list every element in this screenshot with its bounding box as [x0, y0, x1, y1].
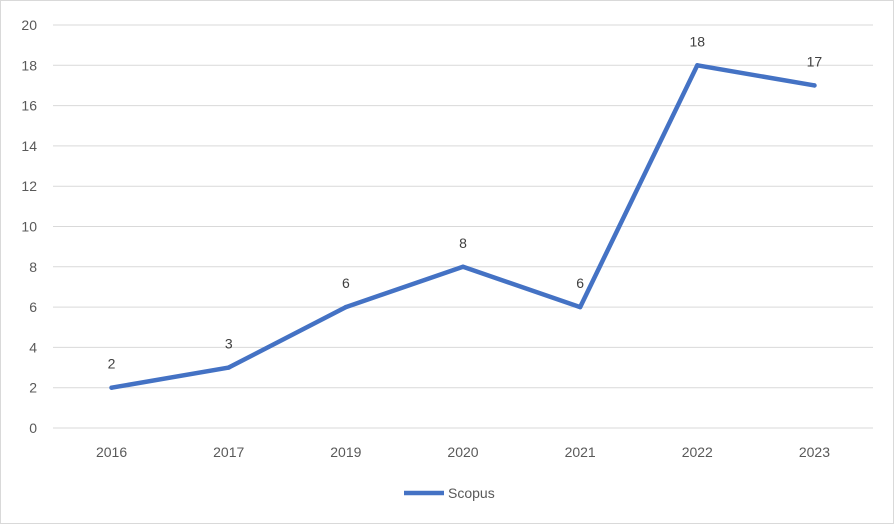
legend-label: Scopus — [448, 485, 495, 501]
y-axis-ticks: 0 2 4 6 8 10 12 14 16 18 20 — [21, 17, 37, 436]
y-tick-label: 16 — [21, 98, 37, 114]
y-tick-label: 14 — [21, 138, 37, 154]
y-tick-label: 2 — [29, 380, 37, 396]
data-label: 8 — [459, 235, 467, 251]
y-tick-label: 8 — [29, 259, 37, 275]
data-label: 2 — [108, 356, 116, 372]
gridlines — [53, 24, 873, 429]
data-label: 3 — [225, 336, 233, 352]
data-label: 18 — [689, 33, 705, 49]
x-tick-label: 2017 — [213, 444, 244, 460]
y-tick-label: 10 — [21, 219, 37, 235]
y-tick-label: 20 — [21, 17, 37, 33]
x-tick-label: 2019 — [330, 444, 361, 460]
data-point — [812, 83, 817, 88]
legend: Scopus — [404, 485, 495, 501]
data-point — [577, 304, 583, 310]
x-axis-ticks: 2016 2017 2019 2020 2021 2022 2023 — [96, 444, 830, 460]
y-tick-label: 0 — [29, 420, 37, 436]
x-tick-label: 2023 — [799, 444, 830, 460]
x-tick-label: 2020 — [447, 444, 478, 460]
series-lines — [109, 63, 817, 390]
data-point — [460, 264, 466, 269]
data-point — [226, 365, 231, 370]
y-tick-label: 12 — [21, 178, 37, 194]
x-tick-label: 2022 — [682, 444, 713, 460]
data-label: 6 — [342, 275, 350, 291]
data-label: 6 — [576, 275, 584, 291]
y-tick-label: 6 — [29, 299, 37, 315]
data-label: 17 — [807, 53, 823, 69]
data-point — [695, 63, 700, 68]
y-tick-label: 4 — [29, 339, 37, 355]
x-tick-label: 2021 — [565, 444, 596, 460]
x-tick-label: 2016 — [96, 444, 127, 460]
y-tick-label: 18 — [21, 57, 37, 73]
data-labels: 2 3 6 8 6 18 17 — [108, 33, 823, 371]
data-point — [343, 304, 349, 310]
data-point — [109, 385, 114, 390]
